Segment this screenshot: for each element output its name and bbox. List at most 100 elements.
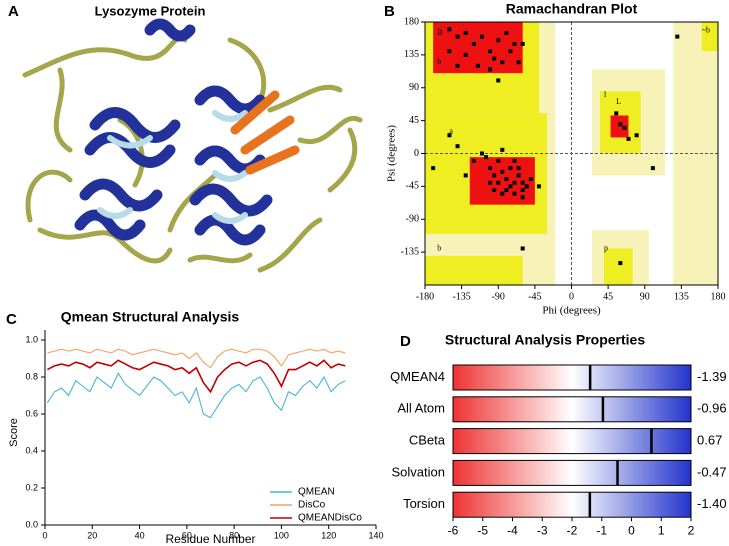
legend-label: QMEANDisCo (298, 513, 362, 524)
point (618, 261, 623, 266)
y-tick-label: 1.0 (25, 334, 38, 344)
x-tick-label: 120 (321, 530, 336, 540)
chart-title: Ramachandran Plot (506, 1, 638, 17)
x-axis-label: Phi (degrees) (542, 305, 601, 317)
scale-bar (452, 459, 692, 486)
x-tick-label: -4 (507, 523, 518, 537)
ramachandran-panel: Ramachandran Plot Bb a Ll p b ~b -180 -135 -90 -45… (386, 1, 726, 317)
x-tick-label: 0 (569, 291, 574, 302)
point (455, 34, 460, 39)
y-tick-label: 90 (409, 82, 419, 93)
value-label: -0.96 (697, 401, 727, 416)
value-label: -1.39 (697, 369, 727, 384)
point (626, 136, 631, 141)
point (500, 147, 505, 152)
region (425, 255, 523, 285)
x-tick-label: -1 (596, 523, 607, 537)
point (516, 166, 521, 171)
x-tick-label: -45 (528, 291, 541, 302)
point (447, 133, 452, 138)
point (516, 173, 521, 178)
point (634, 133, 639, 138)
value-label: -0.47 (697, 464, 727, 479)
x-tick-label: 60 (182, 530, 192, 540)
region-label: p (604, 243, 608, 252)
region-label: ~b (702, 26, 710, 35)
point (488, 180, 493, 185)
category-label: All Atom (397, 401, 445, 416)
x-tick-label: 40 (135, 530, 145, 540)
y-tick-label: 0.2 (25, 482, 38, 492)
point (675, 34, 680, 39)
x-tick-label: -5 (477, 523, 488, 537)
x-tick-label: -2 (567, 523, 578, 537)
point (496, 38, 501, 43)
point (520, 180, 525, 185)
region-label: a (449, 126, 453, 135)
y-tick-label: 0 (414, 148, 419, 159)
point (508, 166, 513, 171)
x-tick-label: 140 (368, 530, 383, 540)
x-tick-label: 90 (640, 291, 650, 302)
y-tick-label: 0.4 (25, 445, 38, 455)
chart-title: Structural Analysis Properties (445, 332, 645, 348)
region-label: L (616, 97, 621, 106)
x-tick-label: 80 (229, 530, 239, 540)
point (496, 180, 501, 185)
point (520, 41, 525, 46)
point (492, 173, 497, 178)
point (520, 188, 525, 193)
y-axis-label: Score (8, 418, 20, 447)
point (520, 246, 525, 251)
legend-label: QMEAN (298, 487, 335, 498)
point (500, 60, 505, 65)
point (455, 144, 460, 149)
point (447, 49, 452, 54)
qmean-panel: Qmean Structural AnalysisQMEANDisCoQMEAN… (8, 309, 384, 546)
legend-label: DisCo (298, 500, 326, 511)
y-tick-label: -90 (406, 214, 419, 225)
point (512, 180, 517, 185)
x-tick-label: -3 (537, 523, 548, 537)
region (610, 115, 629, 138)
scale-bar (452, 428, 692, 455)
image-title: Lysozyme Protein (95, 3, 206, 18)
x-tick-label: 0 (628, 523, 635, 537)
point (447, 27, 452, 32)
y-tick-label: -135 (401, 246, 419, 257)
x-tick-label: 45 (603, 291, 613, 302)
point (479, 34, 484, 39)
region (469, 157, 535, 205)
region (604, 248, 633, 285)
y-tick-label: 0.0 (25, 519, 38, 529)
x-tick-label: 2 (688, 523, 695, 537)
series-line (46, 359, 346, 394)
point (504, 30, 509, 35)
value-label: 0.67 (697, 433, 722, 448)
y-tick-label: 0.8 (25, 371, 38, 381)
point (504, 177, 509, 182)
y-axis-label: Psi (degrees) (386, 125, 398, 182)
point (475, 63, 480, 68)
point (614, 111, 619, 116)
properties-panel: Structural Analysis Properties QMEAN4 -1.3… (390, 332, 727, 538)
protein-illustration (22, 18, 363, 273)
point (512, 41, 517, 46)
point (431, 166, 436, 171)
point (508, 184, 513, 189)
region (701, 22, 718, 52)
point (488, 67, 493, 72)
point (536, 184, 541, 189)
panel-label: A (8, 3, 19, 20)
point (500, 169, 505, 174)
point (488, 166, 493, 171)
x-tick-label: 100 (274, 530, 289, 540)
x-tick-label: -180 (416, 291, 434, 302)
point (463, 52, 468, 57)
point (471, 41, 476, 46)
y-tick-label: -45 (406, 181, 419, 192)
point (524, 184, 529, 189)
series-line (47, 348, 346, 369)
